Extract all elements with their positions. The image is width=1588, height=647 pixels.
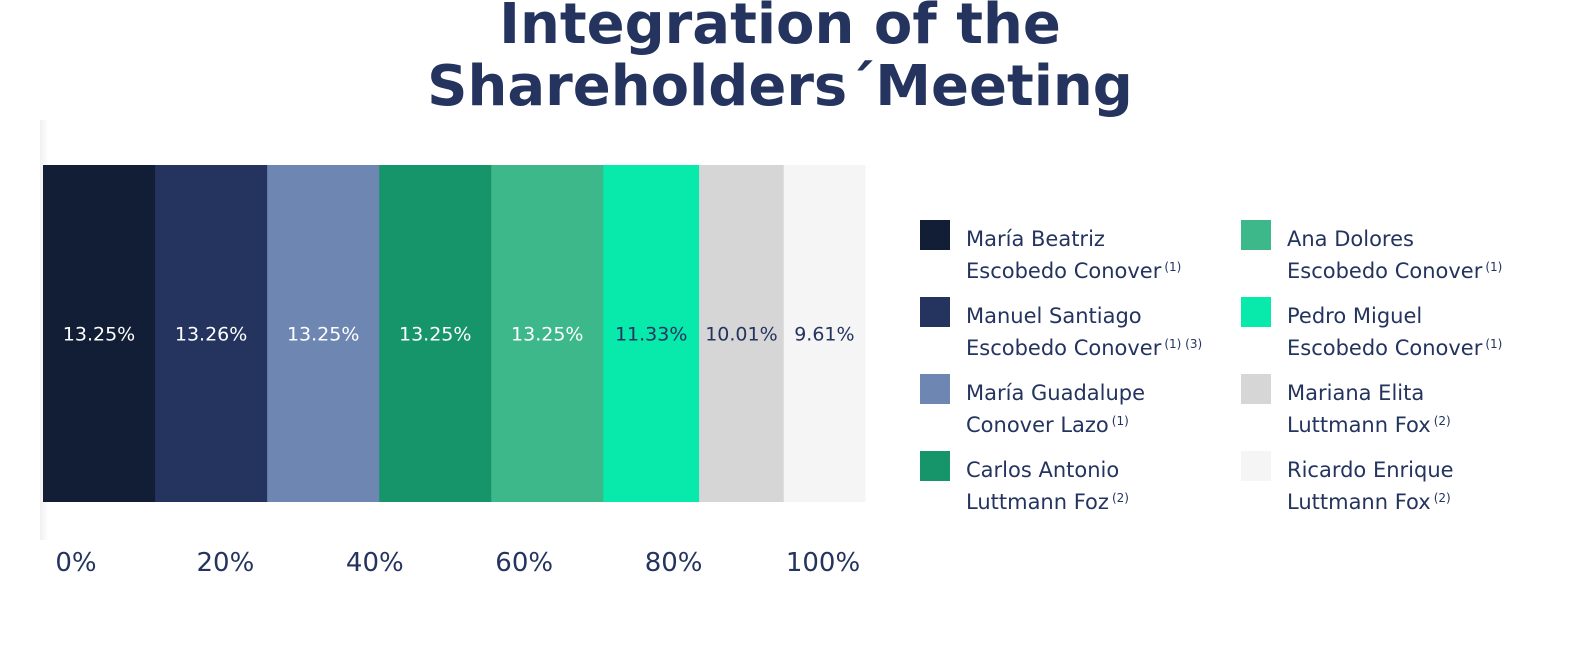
legend-surname: Luttmann Fox <box>1287 413 1431 437</box>
bar-segment-2 <box>155 165 268 502</box>
legend-swatch <box>1241 220 1271 250</box>
legend-surname: Escobedo Conover <box>1287 336 1483 360</box>
x-tick-label-2: 40% <box>345 548 404 578</box>
legend-label: Carlos Antonio Luttmann Foz (2) <box>966 456 1129 516</box>
legend-footnote-marker: (1) <box>1111 414 1129 428</box>
legend-name-line-2: Conover Lazo (1) <box>966 407 1145 439</box>
legend-surname: Escobedo Conover <box>966 336 1162 360</box>
legend-surname: Escobedo Conover <box>966 259 1162 283</box>
legend-name-line-1: Mariana Elita <box>1287 381 1425 405</box>
legend-name-line-2: Escobedo Conover (1) <box>966 253 1181 285</box>
legend-swatch <box>920 297 950 327</box>
legend-footnote-marker: (1) <box>1485 337 1503 351</box>
legend-footnote-marker: (1) <box>1164 260 1182 274</box>
bar-value-label-7: 10.01% <box>705 324 777 346</box>
legend-swatch <box>1241 297 1271 327</box>
legend-swatch <box>1241 451 1271 481</box>
title-line-2: Shareholders´Meeting <box>427 54 1133 119</box>
x-tick-label-1: 20% <box>196 548 255 578</box>
legend-item-6: Pedro Miguel Escobedo Conover (1) <box>1241 297 1561 367</box>
legend-item-1: María Beatriz Escobedo Conover (1) <box>920 220 1240 290</box>
legend-name-line-2: Luttmann Fox (2) <box>1287 407 1451 439</box>
legend-name-line-2: Luttmann Foz (2) <box>966 484 1129 516</box>
bar-segment-4 <box>379 165 492 502</box>
legend-footnote-marker: (1) <box>1485 260 1503 274</box>
legend-label: María Beatriz Escobedo Conover (1) <box>966 225 1181 285</box>
bar-segment-7 <box>699 165 785 502</box>
x-tick-label-0: 0% <box>55 548 97 578</box>
bar-value-label-4: 13.25% <box>399 324 471 346</box>
legend-surname: Escobedo Conover <box>1287 259 1483 283</box>
bar-segment-6 <box>603 165 700 502</box>
legend-item-3: María Guadalupe Conover Lazo (1) <box>920 374 1240 444</box>
bar-segment-5 <box>491 165 604 502</box>
bar-segment-8 <box>783 165 866 502</box>
bar-value-label-3: 13.25% <box>287 324 359 346</box>
legend: María Beatriz Escobedo Conover (1) Manuel S… <box>920 220 1570 540</box>
x-tick-label-4: 80% <box>644 548 703 578</box>
legend-item-7: Mariana Elita Luttmann Fox (2) <box>1241 374 1561 444</box>
legend-surname: Luttmann Foz <box>966 490 1109 514</box>
legend-surname: Luttmann Fox <box>1287 490 1431 514</box>
legend-name-line-2: Luttmann Fox (2) <box>1287 484 1454 516</box>
legend-swatch <box>920 220 950 250</box>
legend-label: María Guadalupe Conover Lazo (1) <box>966 379 1145 439</box>
legend-name-line-1: Ricardo Enrique <box>1287 458 1454 482</box>
bar-value-label-5: 13.25% <box>511 324 583 346</box>
bar-segment-3 <box>267 165 380 502</box>
legend-surname: Conover Lazo <box>966 413 1109 437</box>
legend-item-2: Manuel Santiago Escobedo Conover (1) (3) <box>920 297 1240 367</box>
legend-name-line-1: Pedro Miguel <box>1287 304 1423 328</box>
legend-label: Mariana Elita Luttmann Fox (2) <box>1287 379 1451 439</box>
x-axis-ticks: 0% 20% 40% 60% 80% 100% <box>0 548 900 588</box>
legend-label: Manuel Santiago Escobedo Conover (1) (3) <box>966 302 1202 362</box>
legend-swatch <box>920 451 950 481</box>
legend-item-4: Carlos Antonio Luttmann Foz (2) <box>920 451 1240 521</box>
legend-footnote-marker: (2) <box>1111 491 1129 505</box>
x-tick-label-5: 100% <box>785 548 861 578</box>
bar-value-label-6: 11.33% <box>615 324 687 346</box>
legend-name-line-2: Escobedo Conover (1) (3) <box>966 330 1202 362</box>
stacked-bar-chart: 13.25% 13.26% 13.25% 13.25% 13.25% 11.33% 10.0… <box>43 165 866 502</box>
legend-name-line-1: María Guadalupe <box>966 381 1146 405</box>
title-line-1: Integration of the <box>499 0 1061 57</box>
legend-item-5: Ana Dolores Escobedo Conover (1) <box>1241 220 1561 290</box>
legend-name-line-1: Carlos Antonio <box>966 458 1120 482</box>
chart-area: 13.25% 13.26% 13.25% 13.25% 13.25% 11.33% 10.0… <box>36 120 886 540</box>
legend-item-8: Ricardo Enrique Luttmann Fox (2) <box>1241 451 1561 521</box>
legend-name-line-1: Manuel Santiago <box>966 304 1142 328</box>
legend-swatch <box>1241 374 1271 404</box>
legend-footnote-marker: (1) (3) <box>1164 337 1203 351</box>
bar-value-label-2: 13.26% <box>175 324 247 346</box>
legend-label: Ana Dolores Escobedo Conover (1) <box>1287 225 1502 285</box>
legend-footnote-marker: (2) <box>1433 491 1451 505</box>
legend-name-line-2: Escobedo Conover (1) <box>1287 330 1502 362</box>
chart-title: Integration of the Shareholders´Meeting <box>0 0 1560 118</box>
legend-label: Ricardo Enrique Luttmann Fox (2) <box>1287 456 1454 516</box>
legend-name-line-1: Ana Dolores <box>1287 227 1414 251</box>
legend-name-line-1: María Beatriz <box>966 227 1105 251</box>
legend-swatch <box>920 374 950 404</box>
x-tick-label-3: 60% <box>495 548 554 578</box>
bar-segment-1 <box>43 165 156 502</box>
bar-value-label-8: 9.61% <box>794 324 854 346</box>
legend-name-line-2: Escobedo Conover (1) <box>1287 253 1502 285</box>
legend-label: Pedro Miguel Escobedo Conover (1) <box>1287 302 1502 362</box>
bar-value-label-1: 13.25% <box>63 324 135 346</box>
legend-footnote-marker: (2) <box>1433 414 1451 428</box>
